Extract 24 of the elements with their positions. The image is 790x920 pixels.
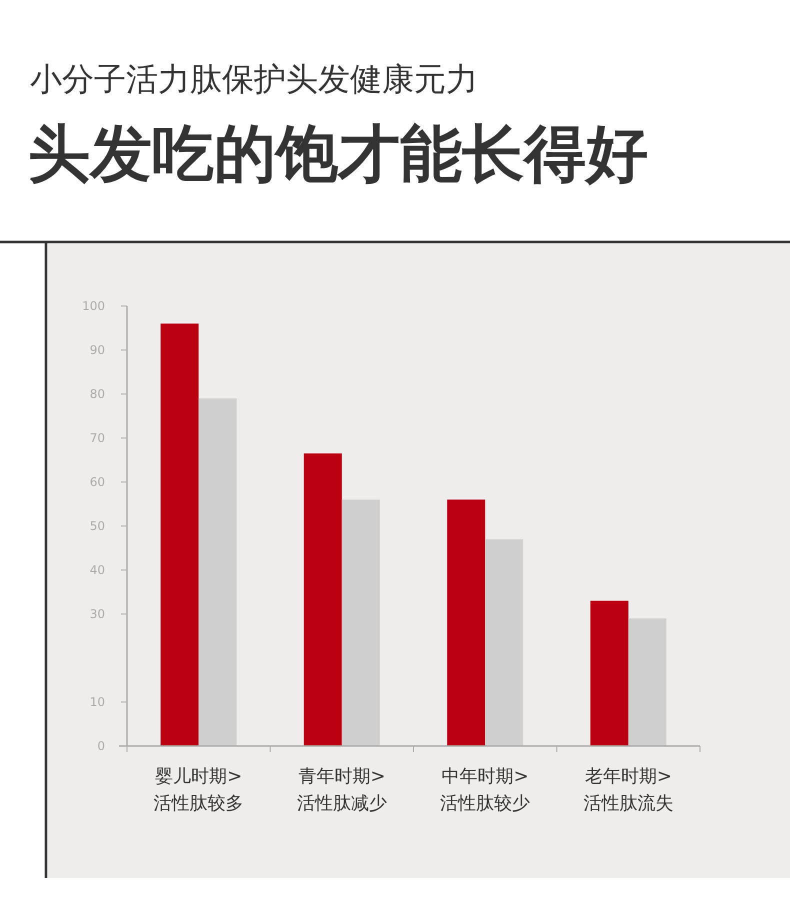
y-tick-label: 50 [90, 519, 105, 533]
y-tick-label: 60 [90, 475, 105, 489]
bar [198, 398, 237, 746]
bar [160, 324, 199, 746]
y-tick-label: 90 [90, 343, 105, 357]
bar [342, 500, 380, 746]
y-tick-label: 80 [90, 387, 105, 401]
x-tick-label: 婴儿时期> 活性肽较多 [154, 766, 244, 814]
y-tick-label: 10 [90, 695, 105, 709]
chart-subtitle: 小分子活力肽保护头发健康元力 [30, 60, 478, 98]
bar [304, 453, 342, 746]
y-tick-label: 30 [90, 607, 105, 621]
x-tick-label: 老年时期> 活性肽流失 [583, 766, 674, 814]
chart-title: 头发吃的饱才能长得好 [28, 117, 648, 190]
y-tick-label: 40 [90, 563, 105, 577]
y-tick-label: 70 [90, 431, 105, 445]
bar [590, 600, 628, 746]
x-tick-label: 中年时期> 活性肽较少 [440, 766, 530, 814]
bar [628, 618, 666, 746]
bar [447, 500, 486, 746]
y-tick-label: 100 [82, 299, 105, 313]
bar [485, 539, 524, 746]
y-tick-label: 0 [97, 739, 105, 753]
x-tick-label: 青年时期> 活性肽减少 [296, 766, 387, 814]
